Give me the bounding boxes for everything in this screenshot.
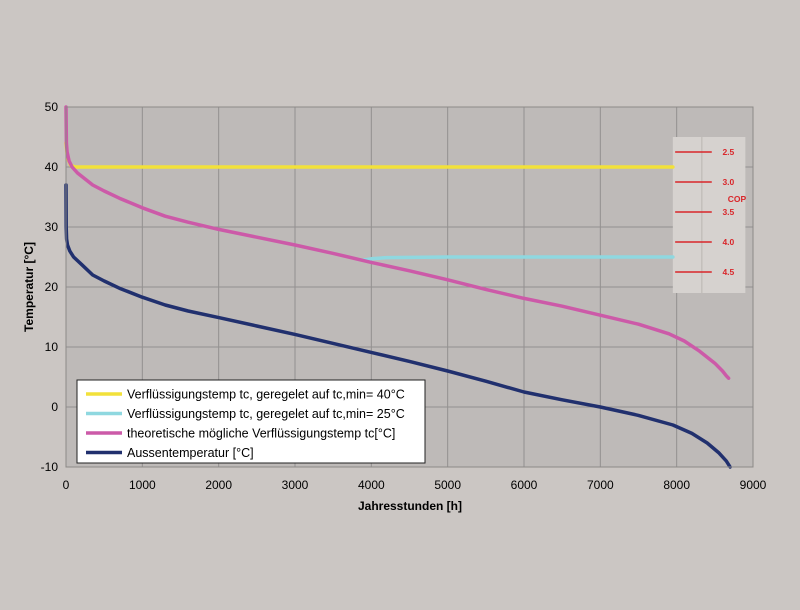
- x-tick-label: 1000: [129, 478, 156, 492]
- cop-mark-label: 4.5: [722, 267, 734, 277]
- cop-scale: 2.5 3.0 3.5 4.0 4.5 COP: [672, 137, 747, 293]
- x-tick-label: 0: [63, 478, 70, 492]
- cop-label: COP: [728, 194, 747, 204]
- cop-mark-label: 3.0: [722, 177, 734, 187]
- x-tick-label: 2000: [205, 478, 232, 492]
- x-tick-label: 3000: [282, 478, 309, 492]
- y-tick-label: -10: [41, 460, 59, 474]
- cop-panel: [672, 137, 746, 293]
- y-tick-label: 30: [45, 220, 59, 234]
- y-tick-label: 10: [45, 340, 59, 354]
- series-line-3: [64, 105, 731, 380]
- x-tick-labels: 0 1000 2000 3000 4000 5000 6000 7000 8000 9000: [63, 478, 767, 492]
- cop-mark-label: 4.0: [722, 237, 734, 247]
- series-lines: [64, 105, 732, 469]
- x-tick-label: 9000: [740, 478, 767, 492]
- plot-border: [65, 106, 754, 468]
- y-tick-label: 0: [51, 400, 58, 414]
- legend: Verflüssigungstemp tc, geregelet auf tc,…: [76, 379, 426, 464]
- series-line-2: [361, 255, 675, 262]
- y-tick-labels: -10 0 10 20 30 40 50: [41, 100, 59, 474]
- legend-label: theoretische mögliche Verflüssigungstemp…: [127, 427, 395, 441]
- legend-label: Verflüssigungstemp tc, geregelet auf tc,…: [127, 407, 405, 421]
- cop-mark-label: 2.5: [722, 147, 734, 157]
- x-axis-title: Jahresstunden [h]: [358, 499, 462, 513]
- series-line-4: [64, 183, 732, 469]
- legend-label: Aussentemperatur [°C]: [127, 446, 254, 460]
- x-tick-label: 8000: [663, 478, 690, 492]
- cop-mark-label: 3.5: [722, 207, 734, 217]
- legend-box: [76, 379, 426, 464]
- y-tick-label: 40: [45, 160, 59, 174]
- x-tick-label: 6000: [511, 478, 538, 492]
- y-tick-label: 20: [45, 280, 59, 294]
- legend-label: Verflüssigungstemp tc, geregelet auf tc,…: [127, 388, 405, 402]
- x-tick-label: 5000: [434, 478, 461, 492]
- y-tick-label: 50: [45, 100, 59, 114]
- y-axis-title: Temperatur [°C]: [22, 242, 36, 332]
- x-tick-label: 7000: [587, 478, 614, 492]
- x-tick-label: 4000: [358, 478, 385, 492]
